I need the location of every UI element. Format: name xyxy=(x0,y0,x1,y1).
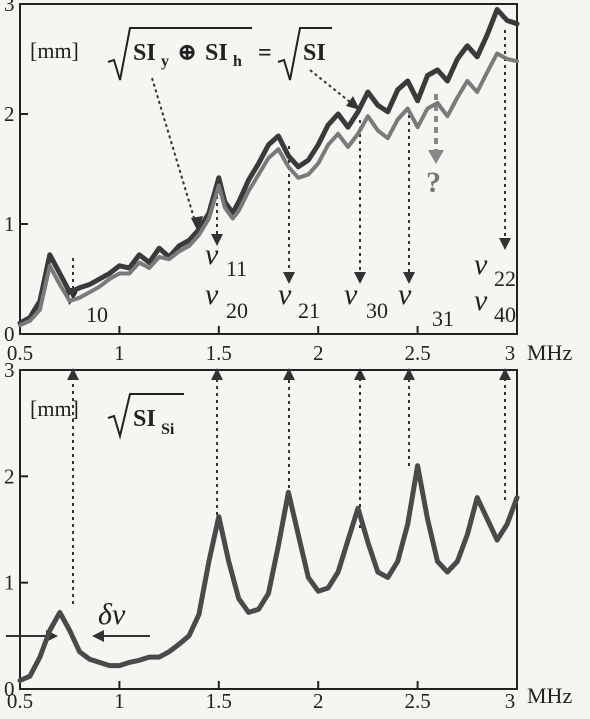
mode-label-22-sub: 22 xyxy=(494,266,516,291)
top-formula-radical-left xyxy=(107,27,252,81)
mode-arrowhead-11 xyxy=(211,234,223,246)
top-x-ticks: 0.5 1 1.5 2 2.5 3 xyxy=(7,326,518,365)
mode-label-30-sub: 30 xyxy=(366,298,388,323)
x-tick-label: 2 xyxy=(313,689,324,713)
bottom-peak-arrows xyxy=(72,378,506,604)
top-formula-sub-h: h xyxy=(233,53,242,70)
x-tick-label: 3 xyxy=(505,341,516,365)
peak-arrowhead-6 xyxy=(499,368,511,380)
bottom-series-lines xyxy=(17,463,520,683)
mode-label-21-nu: ν xyxy=(278,278,292,311)
y-tick-label: 1 xyxy=(4,212,15,236)
top-formula-equals: = xyxy=(258,40,272,66)
top-formula-sub-y: y xyxy=(161,53,169,70)
mode-label-30-nu: ν xyxy=(344,278,358,311)
question-arrowhead xyxy=(428,150,444,164)
top-plot-frame xyxy=(19,3,518,335)
top-formula-si: SI xyxy=(303,40,326,66)
x-tick-label: 2.5 xyxy=(404,341,430,365)
y-tick-label: 2 xyxy=(4,464,15,488)
mode-label-31-sub: 31 xyxy=(432,306,454,331)
bottom-x-ticks: 0.5 1 1.5 2 2.5 3 xyxy=(7,681,518,713)
width-arrowhead-right xyxy=(92,630,104,642)
pointer-arrow-left xyxy=(151,77,198,229)
peak-arrowhead-4 xyxy=(354,368,366,380)
peak-arrowhead-3 xyxy=(283,368,295,380)
top-series-lines xyxy=(17,7,520,328)
bottom-formula-si: SI xyxy=(133,406,156,432)
mode-label-10-sub: 10 xyxy=(86,302,108,327)
x-tick-label: 2 xyxy=(313,341,324,365)
top-formula-si-h: SI xyxy=(205,40,228,66)
series-line-1 xyxy=(17,463,520,683)
pointer-arrow-right xyxy=(309,69,356,107)
mode-label-22-nu: ν xyxy=(474,248,488,281)
top-formula-si-y: SI xyxy=(133,40,156,66)
mode-label-20-nu: ν xyxy=(205,278,219,311)
mode-label-40-sub: 40 xyxy=(494,302,516,327)
pointer-arrowhead-left xyxy=(191,216,203,232)
peak-arrowhead-1 xyxy=(67,368,79,380)
x-tick-label: 2.5 xyxy=(404,689,430,713)
mode-label-11-nu: ν xyxy=(205,238,219,271)
top-formula: SI y ⊕ SI h = SI xyxy=(107,27,332,81)
y-tick-label: 0 xyxy=(4,322,15,346)
peak-arrowhead-5 xyxy=(403,368,415,380)
y-tick-label: 3 xyxy=(4,358,15,382)
mode-label-20-sub: 20 xyxy=(226,298,248,323)
y-tick-label: 2 xyxy=(4,102,15,126)
bottom-plot-frame xyxy=(19,369,518,690)
top-mode-labels: ν 10 ν 11 ν 20 ν 21 ν 30 ν 31 ν 22 ν 40 xyxy=(64,238,516,331)
x-tick-label: 0.5 xyxy=(7,689,33,713)
top-formula-radical-right xyxy=(277,27,332,81)
mode-label-40-nu: ν xyxy=(474,284,488,317)
y-tick-label: 0 xyxy=(4,677,15,701)
mode-arrowhead-21 xyxy=(283,272,295,284)
y-tick-label: 1 xyxy=(4,571,15,595)
mode-arrowhead-31 xyxy=(403,272,415,284)
bottom-formula: SI Si xyxy=(107,393,184,440)
x-tick-label: 1 xyxy=(114,689,125,713)
bottom-y-unit: [mm] xyxy=(30,396,79,421)
top-panel: 0 1 2 3 0.5 1 1.5 2 2.5 3 MHz [mm] SI y ⊕ SI h =… xyxy=(4,0,572,365)
peak-arrowhead-2 xyxy=(211,368,223,380)
x-tick-label: 1 xyxy=(114,341,125,365)
bottom-x-unit: MHz xyxy=(527,683,572,708)
x-tick-label: 1.5 xyxy=(206,689,232,713)
x-tick-label: 3 xyxy=(505,689,516,713)
bottom-peak-arrowheads xyxy=(67,368,511,380)
width-label: δν xyxy=(98,598,126,631)
top-x-unit: MHz xyxy=(527,340,572,365)
y-tick-label: 3 xyxy=(4,0,15,16)
mode-arrowhead-30 xyxy=(354,272,366,284)
series-line-2 xyxy=(18,51,519,328)
bottom-y-ticks: 0 1 2 3 xyxy=(4,358,28,701)
bottom-formula-radical xyxy=(107,393,184,440)
x-tick-label: 0.5 xyxy=(7,341,33,365)
question-mark: ? xyxy=(426,166,441,199)
top-formula-op: ⊕ xyxy=(177,40,197,66)
top-y-unit: [mm] xyxy=(30,38,79,63)
mode-label-21-sub: 21 xyxy=(298,298,320,323)
series-line-1 xyxy=(17,7,520,326)
mode-label-11-sub: 11 xyxy=(226,256,247,281)
pointer-arrowhead-right xyxy=(346,96,360,110)
top-mode-arrowheads xyxy=(67,234,511,300)
bottom-panel: 0 1 2 3 0.5 1 1.5 2 2.5 3 MHz [mm] SI Si xyxy=(4,358,572,713)
mode-arrowhead-22 xyxy=(499,238,511,250)
bottom-formula-sub: Si xyxy=(161,421,175,438)
top-y-ticks: 0 1 2 3 xyxy=(4,0,28,346)
mode-label-31-nu: ν xyxy=(398,278,412,311)
x-tick-label: 1.5 xyxy=(206,341,232,365)
